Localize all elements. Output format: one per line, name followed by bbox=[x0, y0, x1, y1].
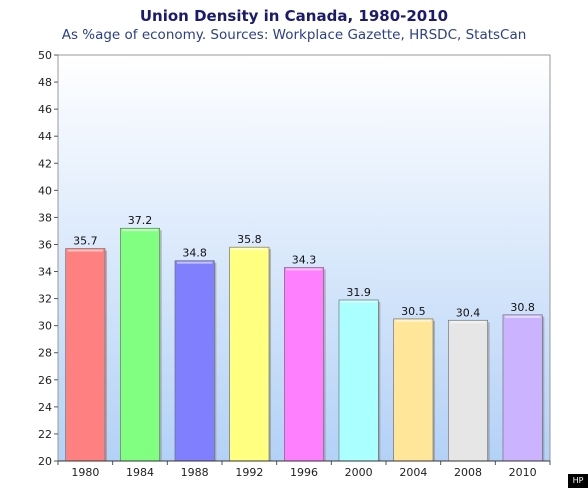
x-tick-label: 1996 bbox=[290, 466, 318, 479]
data-label: 30.4 bbox=[456, 306, 481, 319]
x-tick-label: 1984 bbox=[126, 466, 154, 479]
y-tick-label: 46 bbox=[38, 103, 52, 116]
x-tick-label: 2010 bbox=[509, 466, 537, 479]
y-tick-label: 50 bbox=[38, 49, 52, 62]
bar-highlight bbox=[67, 249, 104, 252]
bar-1996 bbox=[284, 267, 324, 462]
y-tick-label: 34 bbox=[38, 266, 52, 279]
bar-2008 bbox=[448, 319, 488, 462]
bar-highlight bbox=[286, 268, 322, 271]
y-tick-label: 42 bbox=[38, 157, 52, 170]
y-tick-label: 28 bbox=[38, 347, 52, 360]
bar-highlight bbox=[450, 321, 486, 324]
x-tick-label: 2004 bbox=[399, 466, 427, 479]
data-label: 30.8 bbox=[510, 301, 535, 314]
bar-2004 bbox=[393, 318, 434, 462]
bars: 35.7 37.2 34.8 35.8 34.3 31.9 30.5 30.4 30.8 bbox=[65, 214, 545, 462]
data-label: 31.9 bbox=[346, 286, 371, 299]
y-tick-label: 48 bbox=[38, 76, 52, 89]
hp-badge: HP bbox=[568, 474, 588, 488]
bar-1992 bbox=[229, 246, 270, 462]
y-tick-label: 30 bbox=[38, 320, 52, 333]
data-label: 35.7 bbox=[73, 235, 98, 248]
y-axis: 20 22 24 26 28 30 32 34 36 38 40 42 44 46 48 50 bbox=[38, 49, 58, 468]
x-tick-label: 2008 bbox=[454, 466, 482, 479]
bar-highlight bbox=[395, 319, 432, 322]
y-tick-label: 20 bbox=[38, 455, 52, 468]
y-tick-label: 44 bbox=[38, 130, 52, 143]
y-tick-label: 22 bbox=[38, 428, 52, 441]
data-label: 34.3 bbox=[292, 253, 317, 266]
bar-2000 bbox=[338, 299, 379, 462]
bar-1988 bbox=[174, 260, 215, 462]
data-label: 34.8 bbox=[182, 247, 207, 260]
y-tick-label: 36 bbox=[38, 238, 52, 251]
bar-2010 bbox=[502, 314, 543, 462]
bar-highlight bbox=[231, 248, 268, 251]
bar-highlight bbox=[340, 300, 377, 303]
x-tick-label: 1988 bbox=[181, 466, 209, 479]
bar-1980 bbox=[65, 248, 106, 462]
chart-title: Union Density in Canada, 1980-2010 bbox=[140, 7, 448, 25]
bar-1984 bbox=[120, 227, 160, 462]
data-label: 37.2 bbox=[128, 214, 153, 227]
bar-highlight bbox=[504, 315, 541, 318]
x-axis: 1980 1984 1988 1992 1996 2000 2004 2008 2010 bbox=[57, 460, 551, 479]
x-tick-label: 1992 bbox=[235, 466, 263, 479]
y-tick-label: 24 bbox=[38, 401, 52, 414]
data-label: 35.8 bbox=[237, 233, 262, 246]
x-tick-label: 2000 bbox=[345, 466, 373, 479]
y-tick-label: 32 bbox=[38, 293, 52, 306]
chart-subtitle: As %age of economy. Sources: Workplace G… bbox=[62, 27, 527, 43]
data-label: 30.5 bbox=[401, 305, 426, 318]
x-tick-label: 1980 bbox=[71, 466, 99, 479]
y-tick-label: 26 bbox=[38, 374, 52, 387]
bar-highlight bbox=[122, 229, 158, 232]
y-tick-label: 40 bbox=[38, 184, 52, 197]
y-tick-label: 38 bbox=[38, 211, 52, 224]
bar-highlight bbox=[176, 261, 213, 264]
